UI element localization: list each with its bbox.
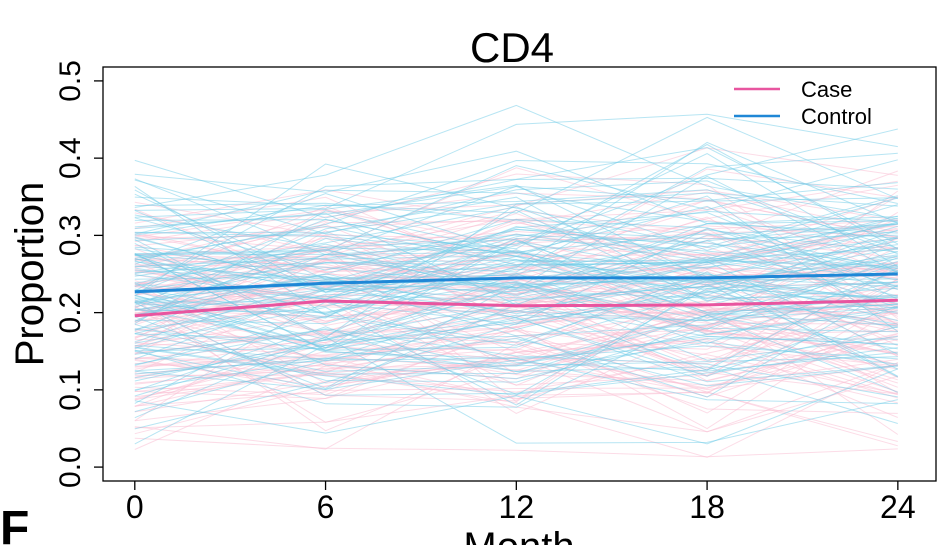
- control-trajectory: [134, 258, 898, 331]
- control-trajectory: [134, 225, 898, 301]
- x-axis-label: Month: [463, 525, 574, 545]
- case-trajectory: [134, 362, 899, 458]
- control-trajectory: [134, 314, 898, 408]
- control-trajectory: [134, 335, 898, 390]
- legend-label-case: Case: [801, 77, 852, 102]
- control-trajectory: [134, 302, 898, 396]
- control-trajectory: [134, 195, 899, 332]
- control-trajectory: [134, 205, 899, 300]
- control-trajectory: [134, 189, 898, 249]
- x-tick-label: 12: [499, 489, 535, 525]
- control-trajectory: [134, 175, 899, 290]
- plot-frame: [102, 66, 937, 482]
- x-tick-label: 6: [317, 489, 335, 525]
- y-tick-label: 0.5: [54, 60, 87, 102]
- control-trajectory: [134, 297, 898, 405]
- control-trajectory: [134, 253, 898, 332]
- control-trajectory: [134, 285, 898, 361]
- control-trajectory: [134, 185, 898, 251]
- control-trajectory: [134, 159, 898, 261]
- mean-line-case: [134, 298, 898, 318]
- control-trajectory: [134, 260, 898, 315]
- case-trajectory: [134, 338, 898, 400]
- control-trajectory: [134, 260, 899, 355]
- control-trajectory: [134, 209, 898, 293]
- control-trajectory: [134, 184, 898, 301]
- control-trajectory: [134, 116, 898, 236]
- control-trajectory: [134, 159, 898, 256]
- control-trajectory: [134, 227, 898, 325]
- control-trajectory: [134, 230, 898, 303]
- control-trajectory: [134, 261, 898, 318]
- control-trajectory: [134, 267, 899, 371]
- control-trajectory: [134, 303, 898, 375]
- y-axis-label: Proportion: [8, 182, 52, 367]
- mean-lines: [134, 272, 898, 318]
- control-trajectory: [134, 328, 898, 398]
- control-trajectory: [134, 146, 899, 292]
- control-trajectory: [134, 344, 898, 445]
- case-trajectory: [134, 147, 898, 261]
- x-axis: 0 6 12 18 24: [126, 481, 916, 525]
- control-trajectory: [134, 301, 898, 404]
- control-trajectory: [134, 215, 898, 266]
- y-tick-label: 0.2: [54, 292, 87, 334]
- control-trajectory: [134, 276, 898, 347]
- case-trajectory: [134, 437, 898, 458]
- panel-letter: F: [0, 502, 30, 555]
- mean-line-control: [134, 272, 898, 294]
- control-trajectory: [134, 270, 898, 345]
- chart-title: CD4: [470, 24, 554, 71]
- control-trajectory: [134, 153, 899, 267]
- control-trajectory: [134, 239, 898, 327]
- case-trajectory: [134, 305, 899, 430]
- control-trajectory: [134, 237, 898, 318]
- x-tick-label: 0: [126, 489, 144, 525]
- control-trajectory: [134, 163, 898, 297]
- y-tick-label: 0.3: [54, 215, 87, 257]
- case-trajectory: [134, 196, 899, 303]
- case-trajectory: [134, 343, 898, 450]
- control-trajectory: [134, 288, 898, 396]
- x-tick-label: 18: [689, 489, 725, 525]
- case-trajectory: [134, 168, 898, 277]
- control-trajectory: [134, 273, 898, 352]
- control-trajectory: [134, 294, 898, 349]
- case-trajectory: [134, 357, 898, 404]
- control-trajectory: [134, 284, 899, 406]
- control-trajectory: [134, 284, 899, 398]
- individual-trajectories: [134, 104, 899, 458]
- control-trajectory: [134, 294, 898, 379]
- control-trajectory: [134, 113, 898, 211]
- control-trajectory: [134, 152, 898, 292]
- case-trajectory: [134, 230, 898, 276]
- control-trajectory: [134, 234, 898, 267]
- legend-label-control: Control: [801, 104, 872, 129]
- y-tick-label: 0.1: [54, 369, 87, 411]
- control-trajectory: [134, 368, 898, 445]
- control-trajectory: [134, 150, 898, 234]
- y-axis: 0.0 0.1 0.2 0.3 0.4 0.5: [54, 60, 103, 488]
- control-trajectory: [134, 337, 898, 391]
- y-tick-label: 0.0: [54, 446, 87, 488]
- case-trajectory: [134, 337, 898, 396]
- y-tick-label: 0.4: [54, 137, 87, 179]
- control-trajectory: [134, 323, 898, 383]
- control-trajectory: [134, 249, 898, 315]
- x-tick-label: 24: [880, 489, 916, 525]
